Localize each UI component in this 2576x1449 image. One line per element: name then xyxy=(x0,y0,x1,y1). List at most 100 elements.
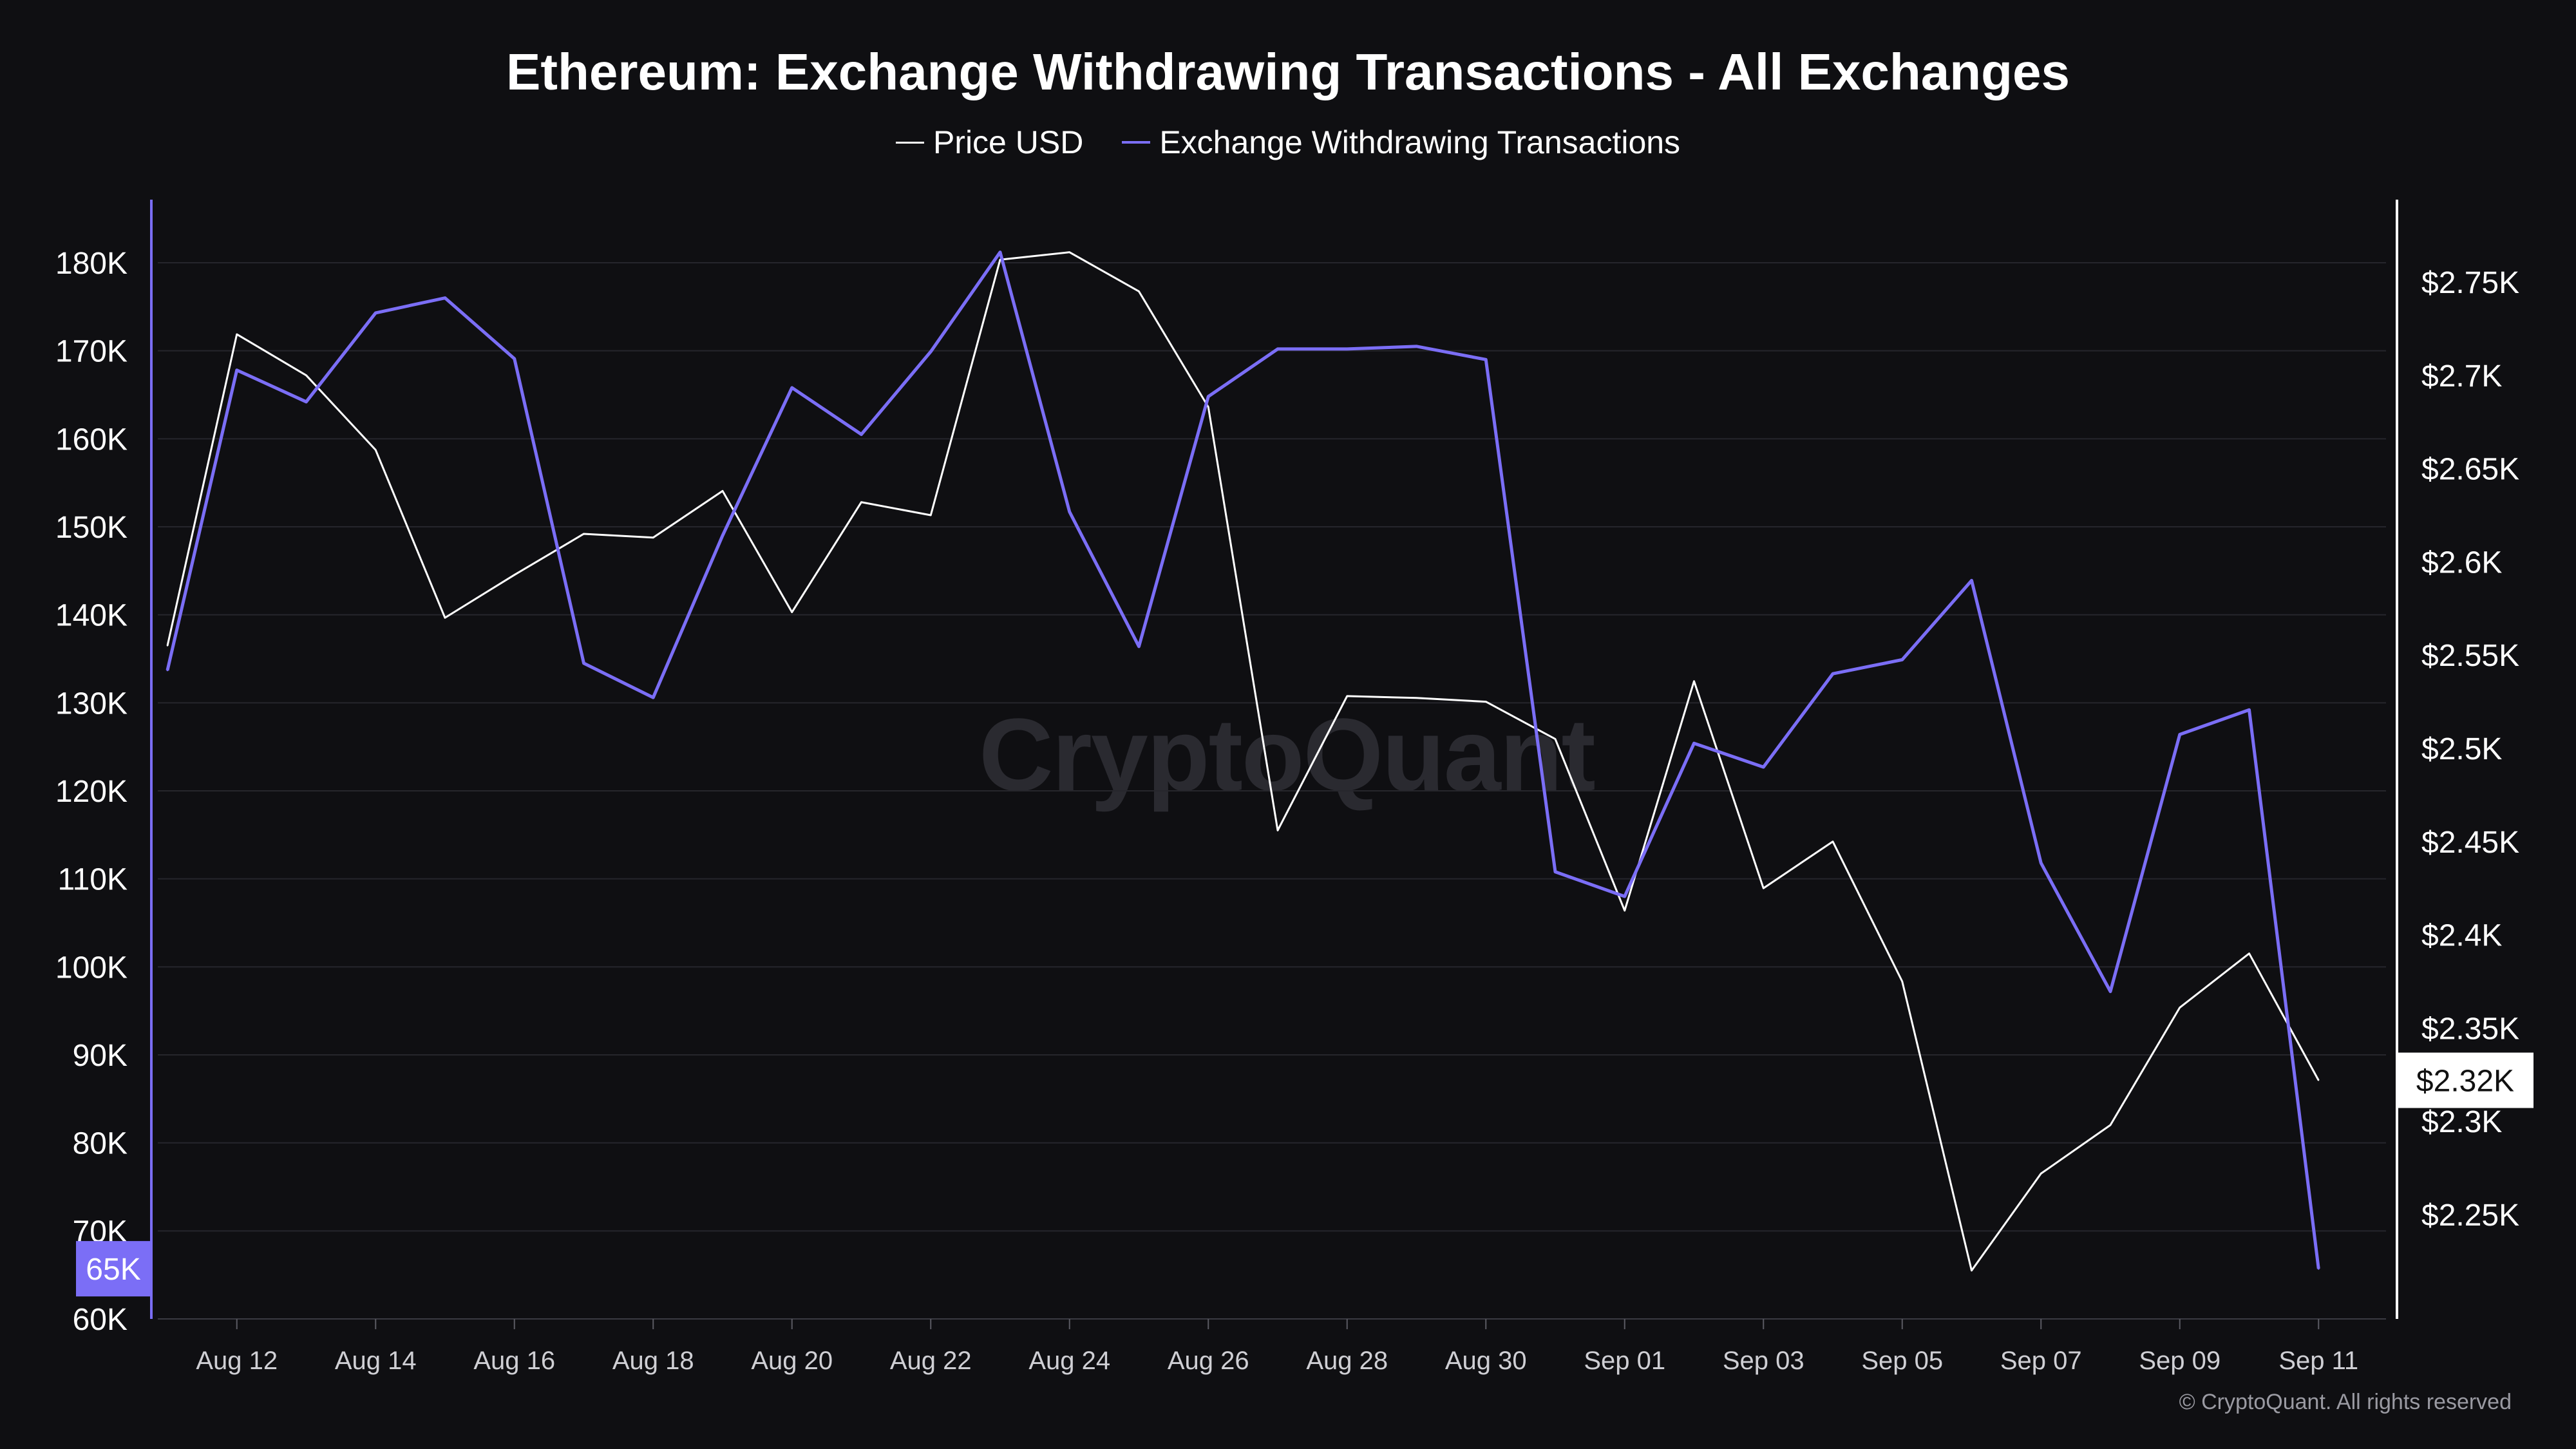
price-point xyxy=(1346,695,1348,697)
legend-label-price: Price USD xyxy=(933,124,1084,160)
x-tick-label: Aug 12 xyxy=(196,1347,278,1375)
price-point xyxy=(999,259,1001,261)
price-point xyxy=(305,374,307,376)
y-right-tick-label: $2.55K xyxy=(2421,639,2519,673)
x-tick-label: Sep 09 xyxy=(2139,1347,2221,1375)
series-lines xyxy=(166,251,2320,1272)
price-point xyxy=(1693,680,1695,682)
x-tick-label: Sep 05 xyxy=(1861,1347,1943,1375)
price-point xyxy=(1277,829,1278,831)
y-left-tick-label: 140K xyxy=(55,599,128,633)
y-left-tick-label: 160K xyxy=(55,422,128,457)
withdrawing-point xyxy=(791,386,793,389)
withdrawing-point xyxy=(2179,734,2181,736)
legend-swatch-withdrawing xyxy=(1122,141,1151,144)
y-right-tick-label: $2.65K xyxy=(2421,453,2519,487)
x-tick-label: Aug 28 xyxy=(1306,1347,1388,1375)
withdrawing-point xyxy=(1484,358,1487,361)
withdrawing-point xyxy=(999,251,1001,254)
last-value-badge-price xyxy=(2397,1052,2533,1108)
withdrawing-point xyxy=(583,662,585,665)
y-left-tick-label: 150K xyxy=(55,511,128,545)
price-point xyxy=(1068,251,1070,253)
tick-labels: 60K70K80K90K100K110K120K130K140K150K160K… xyxy=(55,247,2519,1375)
price-point xyxy=(2248,952,2250,954)
withdrawing-point xyxy=(1832,672,1834,675)
y-left-tick-label: 170K xyxy=(55,335,128,369)
chart-title: Ethereum: Exchange Withdrawing Transacti… xyxy=(506,43,2070,100)
y-right-tick-label: $2.6K xyxy=(2421,545,2502,580)
withdrawing-point xyxy=(1901,658,1904,661)
price-point xyxy=(930,515,932,516)
price-point xyxy=(444,617,446,619)
withdrawing-point xyxy=(1068,511,1071,513)
withdrawing-point xyxy=(1624,895,1626,898)
x-tick-label: Aug 26 xyxy=(1168,1347,1249,1375)
y-right-tick-label: $2.25K xyxy=(2421,1198,2519,1233)
last-value-badge-withdrawing xyxy=(76,1241,151,1297)
y-left-tick-label: 90K xyxy=(73,1039,128,1073)
x-tick-label: Aug 30 xyxy=(1445,1347,1527,1375)
price-point xyxy=(652,536,654,538)
y-left-tick-label: 110K xyxy=(57,863,128,897)
price-point xyxy=(167,645,168,647)
axes xyxy=(150,200,2398,1329)
withdrawing-point xyxy=(929,350,932,353)
price-point xyxy=(2179,1007,2181,1009)
y-left-tick-label: 80K xyxy=(73,1127,128,1161)
y-right-tick-label: $2.75K xyxy=(2421,266,2519,300)
y-right-tick-label: $2.7K xyxy=(2421,359,2502,393)
last-value-label-price: $2.32K xyxy=(2416,1064,2514,1098)
withdrawing-point xyxy=(305,401,307,403)
legend-label-withdrawing: Exchange Withdrawing Transactions xyxy=(1159,124,1681,160)
y-right-tick-label: $2.45K xyxy=(2421,826,2519,860)
legend-swatch-price xyxy=(895,141,924,144)
x-tick-label: Aug 22 xyxy=(890,1347,972,1375)
withdrawing-point xyxy=(652,696,654,699)
x-tick-label: Sep 11 xyxy=(2278,1347,2358,1375)
watermark-logo: CryptoQuant xyxy=(979,697,1596,812)
legend-item-price[interactable]: Price USD xyxy=(895,124,1084,161)
withdrawing-point xyxy=(721,535,724,537)
y-right-tick-label: $2.4K xyxy=(2421,919,2502,953)
withdrawing-point xyxy=(513,357,516,360)
price-point xyxy=(583,533,585,535)
withdrawing-point xyxy=(1207,395,1209,398)
withdrawing-point xyxy=(444,297,446,299)
y-left-tick-label: 130K xyxy=(55,687,128,721)
series-line-withdrawing xyxy=(166,251,2320,1269)
x-tick-label: Sep 01 xyxy=(1584,1347,1665,1375)
y-left-tick-label: 100K xyxy=(55,951,128,985)
price-point xyxy=(1901,981,1903,982)
price-point xyxy=(375,449,377,451)
x-tick-label: Aug 24 xyxy=(1028,1347,1110,1375)
price-point xyxy=(1971,1269,1973,1271)
last-value-label-withdrawing: 65K xyxy=(86,1253,140,1287)
price-point xyxy=(860,501,862,503)
y-right-tick-label: $2.35K xyxy=(2421,1012,2519,1046)
price-point xyxy=(513,574,515,576)
y-right-tick-label: $2.3K xyxy=(2421,1105,2502,1139)
price-point xyxy=(1555,738,1556,740)
price-point xyxy=(2318,1079,2320,1081)
withdrawing-point xyxy=(236,369,238,372)
x-tick-label: Aug 16 xyxy=(473,1347,555,1375)
withdrawing-point xyxy=(2109,990,2112,993)
x-tick-label: Aug 20 xyxy=(751,1347,833,1375)
price-point xyxy=(1832,840,1833,842)
price-point xyxy=(1624,909,1625,911)
withdrawing-point xyxy=(1416,345,1417,348)
legend-item-withdrawing[interactable]: Exchange Withdrawing Transactions xyxy=(1122,124,1680,161)
withdrawing-point xyxy=(1346,348,1349,350)
withdrawing-point xyxy=(1138,645,1140,648)
price-point xyxy=(791,611,793,613)
withdrawing-point xyxy=(1554,871,1557,873)
x-tick-label: Aug 18 xyxy=(612,1347,694,1375)
x-tick-label: Sep 03 xyxy=(1723,1347,1804,1375)
legend: Price USD Exchange Withdrawing Transacti… xyxy=(0,124,2576,161)
price-point xyxy=(2110,1124,2111,1126)
price-point xyxy=(1485,701,1487,703)
withdrawing-point xyxy=(2248,708,2250,711)
withdrawing-point xyxy=(1971,579,1973,582)
